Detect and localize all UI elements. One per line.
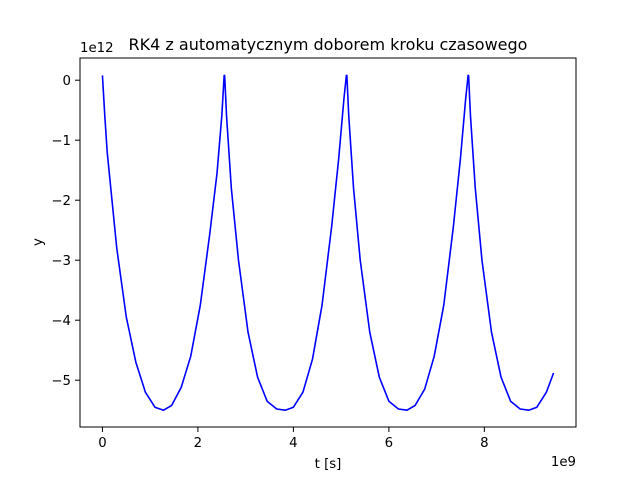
y-tick-label: −3 <box>51 254 71 269</box>
y-axis-ticks: 0 −1 −2 −3 −4 −5 <box>51 74 80 389</box>
x-axis-ticks: 0 2 4 6 8 <box>98 427 489 451</box>
series-line-0 <box>101 74 555 412</box>
x-tick-label: 4 <box>289 436 297 451</box>
y-tick-label: −4 <box>51 314 71 329</box>
y-tick-label: 0 <box>63 74 71 89</box>
x-tick-label: 6 <box>385 436 393 451</box>
y-offset-label: 1e12 <box>80 41 114 56</box>
y-axis-label: y <box>31 238 46 246</box>
y-tick-label: −1 <box>51 134 71 149</box>
x-tick-label: 8 <box>480 436 488 451</box>
chart-title: RK4 z automatycznym doborem kroku czasow… <box>129 35 528 54</box>
y-tick-label: −5 <box>51 374 71 389</box>
y-tick-label: −2 <box>51 194 71 209</box>
plot-frame <box>79 57 577 428</box>
x-tick-label: 2 <box>194 436 202 451</box>
x-axis-label: t [s] <box>315 457 342 472</box>
series-layer <box>101 74 555 412</box>
x-offset-label: 1e9 <box>551 455 576 470</box>
x-tick-label: 0 <box>98 436 106 451</box>
